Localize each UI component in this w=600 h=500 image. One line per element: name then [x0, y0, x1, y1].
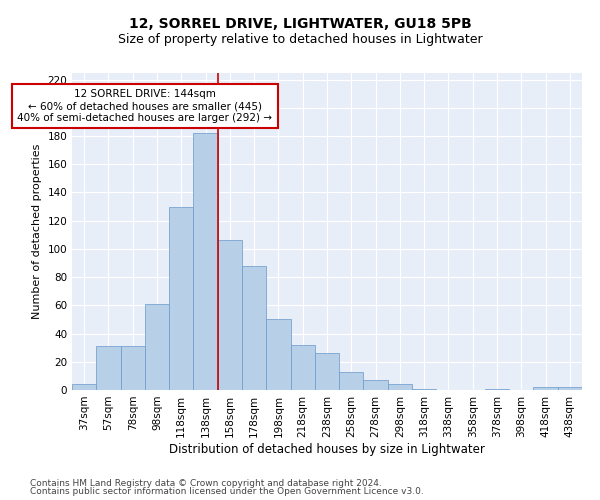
- Bar: [145, 304, 169, 390]
- Text: Contains public sector information licensed under the Open Government Licence v3: Contains public sector information licen…: [30, 487, 424, 496]
- Bar: [315, 354, 339, 390]
- Bar: [242, 266, 266, 390]
- Bar: [218, 240, 242, 390]
- Bar: [290, 345, 315, 390]
- Bar: [72, 384, 96, 390]
- Bar: [96, 346, 121, 390]
- Bar: [121, 346, 145, 390]
- Text: 12, SORREL DRIVE, LIGHTWATER, GU18 5PB: 12, SORREL DRIVE, LIGHTWATER, GU18 5PB: [128, 18, 472, 32]
- Bar: [558, 387, 582, 390]
- Bar: [193, 133, 218, 390]
- Bar: [364, 380, 388, 390]
- Bar: [388, 384, 412, 390]
- Bar: [533, 387, 558, 390]
- Bar: [485, 388, 509, 390]
- Bar: [339, 372, 364, 390]
- Text: Contains HM Land Registry data © Crown copyright and database right 2024.: Contains HM Land Registry data © Crown c…: [30, 478, 382, 488]
- Bar: [412, 388, 436, 390]
- Text: 12 SORREL DRIVE: 144sqm
← 60% of detached houses are smaller (445)
40% of semi-d: 12 SORREL DRIVE: 144sqm ← 60% of detache…: [17, 90, 272, 122]
- Bar: [266, 320, 290, 390]
- Y-axis label: Number of detached properties: Number of detached properties: [32, 144, 42, 319]
- X-axis label: Distribution of detached houses by size in Lightwater: Distribution of detached houses by size …: [169, 442, 485, 456]
- Text: Size of property relative to detached houses in Lightwater: Size of property relative to detached ho…: [118, 32, 482, 46]
- Bar: [169, 206, 193, 390]
